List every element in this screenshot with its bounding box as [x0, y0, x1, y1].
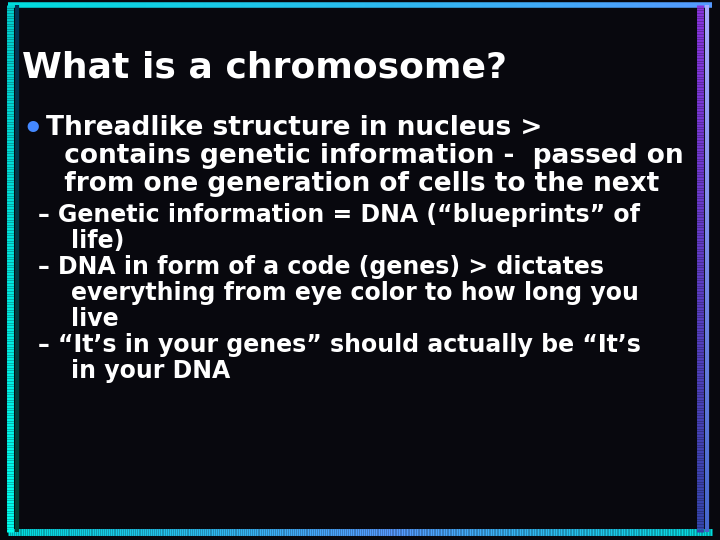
Text: in your DNA: in your DNA: [38, 359, 230, 383]
Text: contains genetic information -  passed on: contains genetic information - passed on: [46, 143, 683, 169]
Text: from one generation of cells to the next: from one generation of cells to the next: [46, 171, 660, 197]
Text: •: •: [22, 115, 42, 146]
Text: – “It’s in your genes” should actually be “It’s: – “It’s in your genes” should actually b…: [38, 333, 641, 357]
Text: life): life): [38, 229, 125, 253]
Text: Threadlike structure in nucleus >: Threadlike structure in nucleus >: [46, 115, 542, 141]
Text: What is a chromosome?: What is a chromosome?: [22, 50, 507, 84]
Text: – DNA in form of a code (genes) > dictates: – DNA in form of a code (genes) > dictat…: [38, 255, 604, 279]
Text: – Genetic information = DNA (“blueprints” of: – Genetic information = DNA (“blueprints…: [38, 203, 640, 227]
Text: live: live: [38, 307, 119, 331]
Text: everything from eye color to how long you: everything from eye color to how long yo…: [38, 281, 639, 305]
